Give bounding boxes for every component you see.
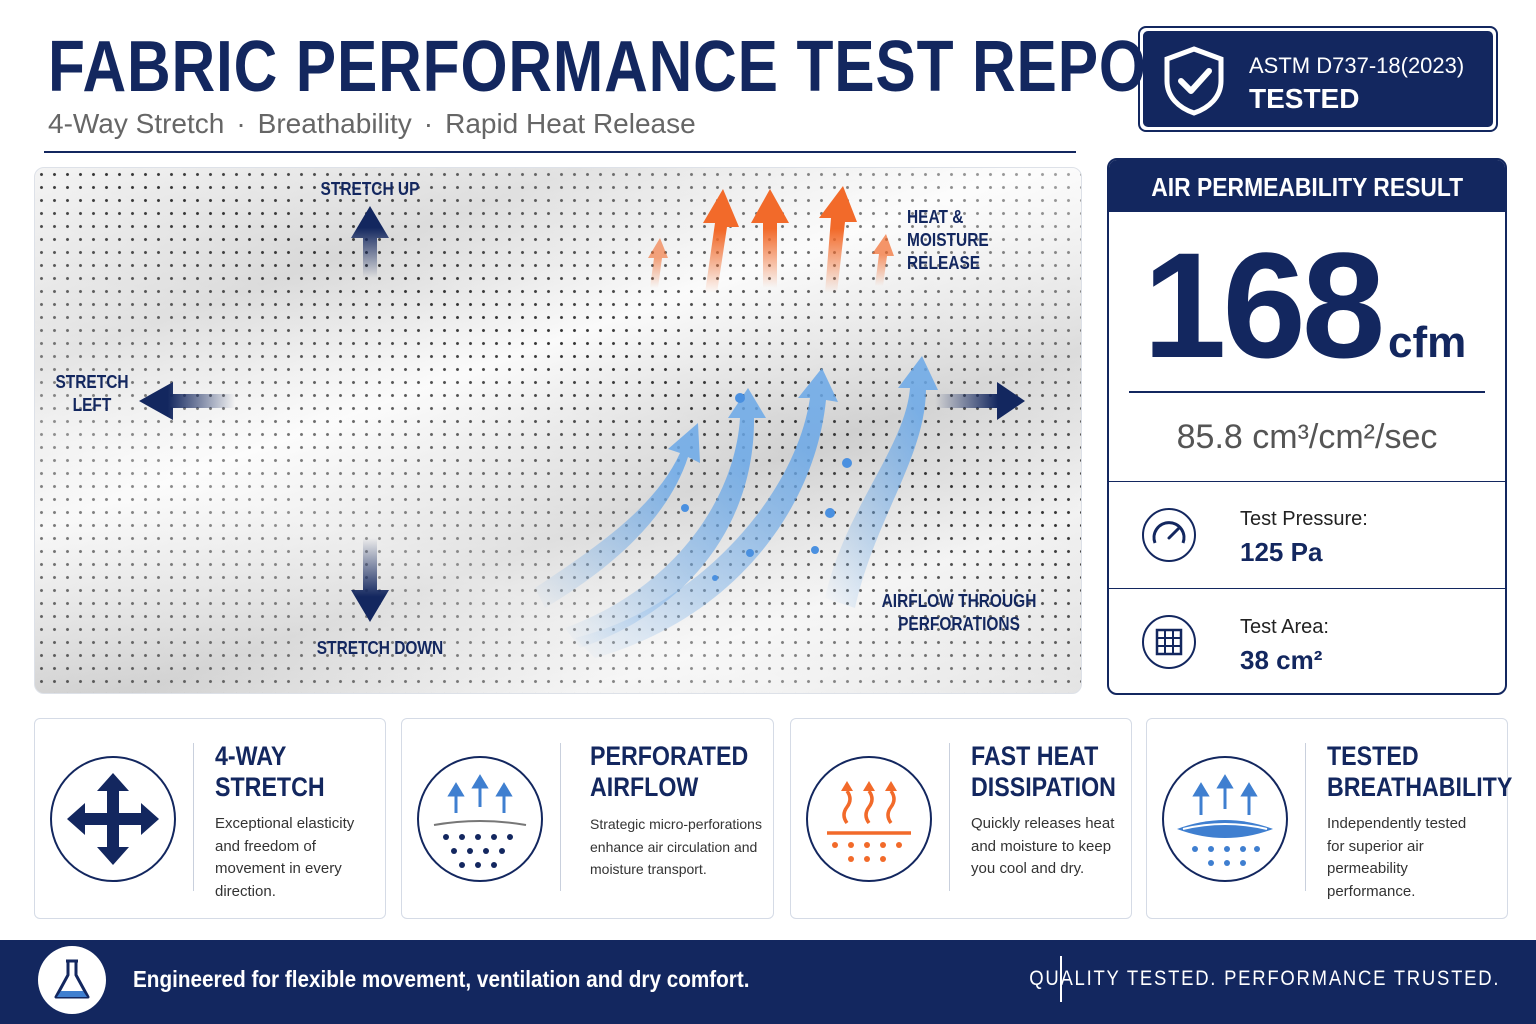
heat-icon — [806, 756, 932, 882]
feature-description: Quickly releases heat and moisture to ke… — [971, 815, 1115, 877]
badge-status: TESTED — [1249, 83, 1360, 114]
feature-description: Strategic micro-perforations enhance air… — [590, 816, 762, 877]
footer-tagline: Engineered for flexible movement, ventil… — [133, 966, 750, 992]
feature-description: Exceptional elasticity and freedom of mo… — [215, 815, 355, 900]
rule — [1109, 588, 1505, 589]
fabric-image: STRETCH UP HEAT & MOISTURE RELEASE STRET… — [34, 167, 1082, 694]
breathability-icon — [1162, 756, 1288, 882]
airflow-icon — [417, 756, 543, 882]
heat-release-label: HEAT & MOISTURE RELEASE — [907, 207, 989, 273]
stretch-down-label: STRETCH DOWN — [316, 638, 444, 658]
feature-title: FAST HEAT DISSIPATION — [971, 741, 1116, 802]
gauge-icon — [1142, 508, 1196, 562]
divider — [1305, 743, 1306, 891]
badge-standard: ASTM D737-18(2023) — [1249, 53, 1465, 78]
metric-value: 38 cm² — [1240, 645, 1323, 675]
rule — [44, 151, 1076, 153]
divider — [193, 743, 194, 891]
feature-title: TESTED BREATHABILITY — [1327, 741, 1513, 802]
badge-body: ASTM D737-18(2023) TESTED — [1143, 31, 1493, 127]
divider — [949, 743, 950, 891]
result-value: 168 — [1143, 221, 1385, 389]
feature-title: PERFORATED AIRFLOW — [590, 741, 749, 802]
feature-card: TESTED BREATHABILITY Independently teste… — [1146, 718, 1513, 919]
footer-slogan: QUALITY TESTED. PERFORMANCE TRUSTED. — [1028, 967, 1500, 990]
feature-card: PERFORATED AIRFLOW Strategic micro-perfo… — [401, 718, 774, 919]
stretch-up-label: STRETCH UP — [320, 179, 420, 199]
subtitle-item: Rapid Heat Release — [445, 108, 696, 139]
badge: ASTM D737-18(2023) TESTED — [1138, 26, 1498, 132]
result-unit: cfm — [1388, 318, 1467, 367]
separator: · — [423, 108, 434, 139]
airflow-label: AIRFLOW THROUGH PERFORATIONS — [881, 591, 1037, 634]
divider — [560, 743, 561, 891]
shield-icon — [1164, 46, 1224, 116]
subtitle-item: Breathability — [257, 108, 412, 139]
subtitle: 4-Way Stretch · Breathability · Rapid Heat R… — [48, 108, 696, 140]
result-panel: AIR PERMEABILITY RESULT 168 cfm 85.8 cm³… — [1107, 158, 1507, 695]
metric-label: Test Pressure: — [1240, 508, 1368, 530]
result-heading-text: AIR PERMEABILITY RESULT — [1151, 172, 1463, 202]
title: FABRIC PERFORMANCE TEST REPORT — [48, 27, 1230, 107]
separator: · — [236, 108, 246, 139]
metric-value: 125 Pa — [1240, 537, 1323, 567]
result-heading: AIR PERMEABILITY RESULT — [1109, 160, 1505, 212]
rule — [1129, 391, 1485, 393]
footer: Engineered for flexible movement, ventil… — [0, 940, 1536, 1024]
subtitle-item: 4-Way Stretch — [48, 108, 225, 139]
feature-card: 4-WAY STRETCH Exceptional elasticity and… — [34, 718, 386, 919]
rule — [1109, 481, 1505, 482]
arrows — [139, 186, 1025, 658]
feature-title: 4-WAY STRETCH — [215, 741, 325, 802]
stretch-icon — [50, 756, 176, 882]
stretch-left-label: STRETCH LEFT — [55, 372, 129, 415]
feature-description: Independently tested for superior air pe… — [1327, 815, 1467, 900]
feature-card: Quickly releases heat and moisture to ke… — [790, 718, 1132, 919]
metric-label: Test Area: — [1240, 616, 1329, 638]
result-alt-value: 85.8 cm³/cm²/sec — [1176, 418, 1438, 456]
flask-icon — [38, 946, 106, 1014]
grid-icon — [1142, 615, 1196, 669]
divider — [1060, 956, 1062, 1002]
